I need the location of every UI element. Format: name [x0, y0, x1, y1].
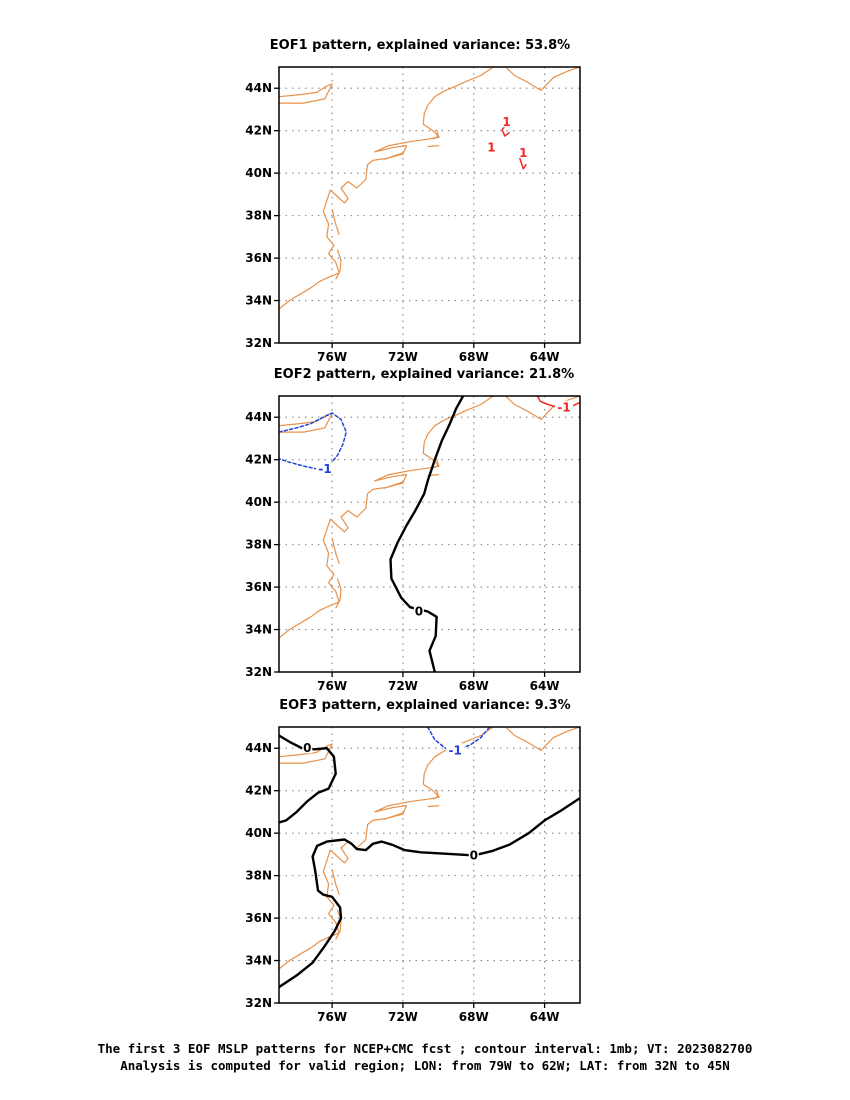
map-frame	[278, 726, 581, 1004]
lon-tick-label: 72W	[388, 350, 418, 364]
gridlines	[279, 396, 580, 672]
coastline	[279, 412, 333, 433]
lon-tick-label: 76W	[317, 679, 347, 693]
coastline	[335, 578, 342, 609]
lat-tick-label: 42N	[245, 784, 272, 798]
lat-tick-label: 38N	[245, 209, 272, 223]
eof-map-figure: EOF1 pattern, explained variance: 53.8% 1…	[245, 38, 581, 1024]
lon-tick-label: 76W	[317, 350, 347, 364]
lon-tick-label: 68W	[459, 350, 489, 364]
coastline	[335, 249, 342, 280]
contour-label-bg	[413, 604, 424, 617]
coastline	[279, 743, 333, 764]
lon-tick-label: 64W	[530, 679, 560, 693]
map-content: 11 1	[279, 67, 580, 310]
lon-tick-label: 76W	[317, 1010, 347, 1024]
coastline	[505, 396, 580, 420]
contour-zero	[389, 396, 465, 672]
lon-tick-label: 72W	[388, 1010, 418, 1024]
lat-tick-label: 44N	[245, 741, 272, 755]
map-content: 0 0 -1	[279, 727, 580, 989]
lat-tick-label: 36N	[245, 911, 272, 925]
map-panel-eof1: EOF1 pattern, explained variance: 53.8% 1…	[245, 38, 581, 364]
lon-tick-label: 68W	[459, 1010, 489, 1024]
contour-label: -1	[449, 743, 462, 757]
coastline	[432, 129, 439, 140]
coastline	[331, 869, 340, 895]
contour-label-bg	[486, 140, 497, 153]
contour-label-bg	[316, 462, 335, 475]
coastline	[432, 458, 439, 469]
lat-tick-label: 38N	[245, 538, 272, 552]
lat-tick-label: 40N	[245, 166, 272, 180]
coastline	[383, 481, 404, 489]
lat-tick-label: 40N	[245, 495, 272, 509]
lat-tick-label: 34N	[245, 623, 272, 637]
coastline	[279, 83, 333, 104]
contour-label-bg	[501, 115, 512, 128]
panel-title: EOF1 pattern, explained variance: 53.8%	[270, 38, 570, 53]
coastline	[279, 396, 494, 639]
contour-label: 0	[415, 604, 423, 618]
panel-title: EOF3 pattern, explained variance: 9.3%	[279, 698, 570, 713]
lat-tick-label: 40N	[245, 826, 272, 840]
contour-label-bg	[446, 743, 465, 756]
contour-label: 1	[487, 141, 495, 155]
contour-zero	[279, 796, 580, 989]
lat-tick-label: 42N	[245, 453, 272, 467]
contour-label-bg	[555, 400, 574, 413]
coastline	[331, 538, 340, 564]
map-frame	[278, 395, 581, 673]
contour-label: -1	[557, 401, 570, 415]
lat-tick-label: 34N	[245, 954, 272, 968]
coastline	[383, 812, 404, 820]
lat-tick-label: 34N	[245, 294, 272, 308]
coastline	[383, 152, 404, 160]
lat-tick-label: 36N	[245, 580, 272, 594]
coastline	[279, 727, 494, 970]
contour-negative	[279, 412, 348, 470]
lat-tick-label: 32N	[245, 665, 272, 679]
contour-label: 0	[470, 848, 478, 862]
panel-title: EOF2 pattern, explained variance: 21.8%	[274, 367, 574, 382]
lon-tick-label: 64W	[530, 1010, 560, 1024]
lat-tick-label: 38N	[245, 869, 272, 883]
caption-line-2: Analysis is computed for valid region; L…	[120, 1058, 730, 1073]
coastline	[335, 909, 342, 940]
map-panel-eof2: EOF2 pattern, explained variance: 21.8% 0…	[245, 367, 581, 693]
coastline	[427, 805, 440, 808]
map-panel-eof3: EOF3 pattern, explained variance: 9.3%00…	[245, 698, 581, 1024]
caption-line-1: The first 3 EOF MSLP patterns for NCEP+C…	[97, 1041, 753, 1056]
map-frame	[278, 66, 581, 344]
gridlines	[279, 727, 580, 1003]
lat-tick-label: 42N	[245, 124, 272, 138]
contour-zero	[279, 734, 337, 824]
lat-tick-label: 32N	[245, 336, 272, 350]
contour-label: 1	[502, 115, 510, 129]
lat-tick-label: 32N	[245, 996, 272, 1010]
coastline	[505, 67, 580, 92]
lon-tick-label: 72W	[388, 679, 418, 693]
coastline	[432, 789, 439, 800]
lon-tick-label: 68W	[459, 679, 489, 693]
contour-label: 0	[303, 741, 311, 755]
lat-tick-label: 44N	[245, 81, 272, 95]
contour-positive	[501, 124, 510, 137]
coastline	[331, 209, 340, 235]
coastline	[279, 67, 494, 310]
contour-label-bg	[302, 741, 313, 754]
gridlines	[279, 67, 580, 343]
coastline	[427, 145, 440, 148]
coastline	[505, 727, 580, 752]
contour-label-bg	[468, 848, 479, 861]
map-content: 0 -1 -1	[279, 396, 580, 672]
lat-tick-label: 36N	[245, 251, 272, 265]
lon-tick-label: 64W	[530, 350, 560, 364]
lat-tick-label: 44N	[245, 410, 272, 424]
contour-label: -1	[318, 462, 331, 476]
contour-label-bg	[518, 145, 529, 158]
contour-label: 1	[519, 146, 527, 160]
